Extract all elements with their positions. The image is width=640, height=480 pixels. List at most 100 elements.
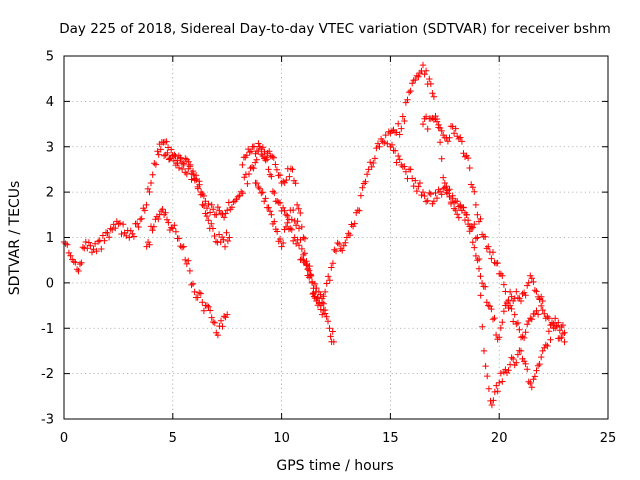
data-point	[324, 318, 332, 325]
data-point	[416, 179, 424, 187]
data-point	[339, 247, 346, 254]
data-point	[522, 329, 529, 336]
data-point	[225, 199, 232, 206]
data-point	[528, 275, 535, 282]
data-point	[505, 367, 512, 374]
data-point	[262, 157, 269, 164]
data-point	[304, 266, 311, 273]
data-point	[525, 378, 532, 385]
y-axis-label: SDTVAR / TECUs	[7, 181, 23, 296]
data-point	[270, 154, 277, 161]
data-point	[191, 177, 199, 184]
data-point	[144, 185, 152, 193]
data-point	[93, 247, 100, 255]
x-tick-label: 25	[600, 431, 617, 446]
data-point	[368, 163, 375, 171]
data-point	[295, 205, 302, 212]
data-point	[471, 188, 478, 195]
data-point	[471, 244, 478, 251]
data-point	[519, 290, 526, 298]
data-point	[221, 243, 229, 250]
data-point	[155, 215, 162, 223]
data-point	[436, 124, 444, 132]
data-point	[517, 334, 525, 341]
data-point	[320, 300, 327, 307]
data-point	[244, 180, 251, 187]
data-point	[280, 178, 287, 185]
data-point	[432, 189, 439, 197]
data-point	[223, 229, 230, 236]
data-point	[180, 243, 187, 250]
data-point	[332, 247, 340, 255]
data-point	[256, 143, 263, 150]
data-point	[424, 197, 431, 204]
data-point	[328, 264, 335, 271]
data-point	[311, 294, 319, 302]
data-point	[440, 174, 447, 181]
data-point	[271, 218, 278, 225]
data-point	[279, 239, 287, 247]
data-point	[415, 183, 422, 190]
data-point	[334, 239, 341, 247]
data-point	[265, 166, 272, 173]
data-point	[112, 224, 119, 232]
data-point	[314, 302, 322, 309]
data-point	[472, 252, 480, 260]
data-point	[172, 228, 180, 235]
data-point	[171, 222, 178, 229]
data-point	[508, 354, 515, 361]
data-point	[488, 255, 495, 262]
data-point	[441, 184, 448, 191]
data-point	[395, 120, 402, 127]
data-point	[382, 131, 389, 139]
data-point	[297, 236, 304, 244]
data-point	[499, 319, 506, 326]
data-point	[374, 140, 382, 147]
data-point	[168, 146, 175, 153]
data-point	[455, 214, 462, 221]
data-point	[255, 140, 262, 147]
x-axis-label: GPS time / hours	[276, 458, 393, 474]
data-point	[446, 134, 453, 141]
data-point	[405, 89, 413, 96]
series-branch-a	[60, 61, 568, 343]
data-point	[314, 294, 322, 301]
data-point	[205, 217, 212, 224]
data-point	[544, 342, 551, 350]
data-point	[533, 367, 540, 374]
data-point	[288, 216, 295, 223]
data-point	[253, 156, 260, 163]
data-point	[224, 237, 232, 245]
data-point	[269, 153, 276, 160]
data-point	[376, 143, 383, 150]
data-point	[556, 335, 563, 342]
data-point	[206, 209, 214, 216]
data-point	[396, 156, 403, 163]
data-point	[247, 148, 255, 155]
data-point	[407, 166, 414, 173]
data-point	[149, 171, 156, 178]
data-point	[295, 242, 303, 249]
data-point	[345, 230, 352, 237]
data-point	[278, 243, 285, 250]
data-point	[463, 211, 470, 218]
data-point	[454, 211, 461, 218]
data-point	[419, 61, 427, 69]
data-point	[446, 186, 453, 193]
data-point	[544, 313, 551, 320]
series-branch-b	[143, 206, 231, 339]
data-point	[538, 353, 545, 361]
data-point	[307, 272, 314, 279]
data-point	[547, 336, 554, 343]
data-point	[290, 237, 297, 245]
data-point	[287, 225, 294, 232]
data-point	[421, 192, 428, 200]
data-point	[401, 117, 408, 125]
data-point	[433, 115, 441, 123]
data-point	[379, 138, 386, 145]
data-point	[294, 218, 301, 225]
data-point	[373, 144, 380, 152]
data-point	[109, 226, 116, 233]
data-point	[279, 204, 287, 211]
data-point	[489, 316, 497, 323]
